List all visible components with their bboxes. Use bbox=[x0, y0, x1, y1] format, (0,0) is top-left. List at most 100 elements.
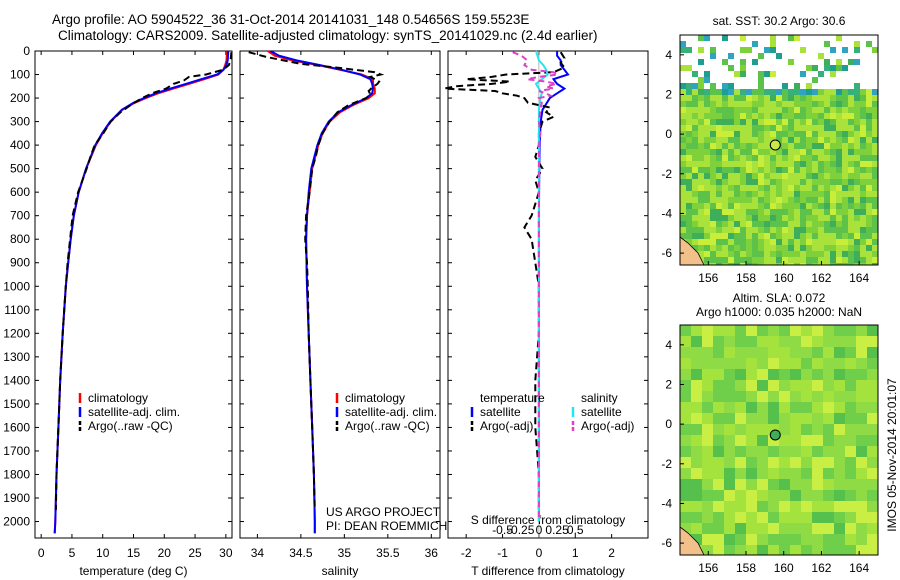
map-cell bbox=[724, 501, 735, 512]
map-cell bbox=[836, 257, 842, 263]
map-cell bbox=[722, 95, 728, 101]
map-cell bbox=[836, 119, 842, 125]
map-cell bbox=[872, 167, 878, 173]
map-cell bbox=[812, 457, 823, 468]
map-cell bbox=[704, 227, 710, 233]
map-cell bbox=[790, 435, 801, 446]
map-cell bbox=[710, 227, 716, 233]
map-cell bbox=[728, 185, 734, 191]
map-cell bbox=[872, 173, 878, 179]
map-cell bbox=[842, 131, 848, 137]
map-cell bbox=[830, 233, 836, 239]
map-cell bbox=[812, 402, 823, 413]
map-x-tick-label: 156 bbox=[698, 561, 718, 575]
map-cell bbox=[860, 245, 866, 251]
map-cell bbox=[866, 113, 872, 119]
map-cell bbox=[764, 179, 770, 185]
map-cell bbox=[722, 251, 728, 257]
map-cell bbox=[752, 125, 758, 131]
map-cell bbox=[746, 245, 752, 251]
map-cell bbox=[734, 101, 740, 107]
map-cell bbox=[779, 457, 790, 468]
map-cell bbox=[746, 155, 752, 161]
map-cell bbox=[848, 257, 854, 263]
depth-panel-3: -2 -1 0 1 2T difference from climatology-0.5… bbox=[444, 50, 649, 578]
map-cell bbox=[806, 251, 812, 257]
map-cell bbox=[770, 119, 776, 125]
map-cell bbox=[872, 197, 878, 203]
map-cell bbox=[856, 325, 867, 336]
map-cell bbox=[758, 179, 764, 185]
map-cell bbox=[716, 179, 722, 185]
map-cell bbox=[728, 203, 734, 209]
map-cell bbox=[770, 215, 776, 221]
map-cell bbox=[728, 113, 734, 119]
map-cell bbox=[740, 47, 746, 53]
map-cell bbox=[752, 149, 758, 155]
map-cell bbox=[800, 95, 806, 101]
map-cell bbox=[757, 534, 768, 545]
map-cell bbox=[734, 89, 740, 95]
map-cell bbox=[823, 325, 834, 336]
map-cell bbox=[848, 221, 854, 227]
map-cell bbox=[691, 501, 702, 512]
map-cell bbox=[702, 457, 713, 468]
map-cell bbox=[800, 143, 806, 149]
map-cell bbox=[866, 95, 872, 101]
map-cell bbox=[746, 89, 752, 95]
map-cell bbox=[834, 325, 845, 336]
map-cell bbox=[734, 263, 740, 265]
map-cell bbox=[686, 233, 692, 239]
map-cell bbox=[812, 155, 818, 161]
x-top-tick-label: -0.25 bbox=[507, 523, 535, 537]
map-cell bbox=[818, 143, 824, 149]
map-cell bbox=[854, 185, 860, 191]
map-cell bbox=[866, 149, 872, 155]
map-cell bbox=[812, 167, 818, 173]
map-cell bbox=[788, 221, 794, 227]
map-cell bbox=[834, 512, 845, 523]
map-cell bbox=[860, 119, 866, 125]
map-cell bbox=[806, 149, 812, 155]
map-x-tick-label: 162 bbox=[811, 561, 831, 575]
map-cell bbox=[830, 227, 836, 233]
map-cell bbox=[724, 523, 735, 534]
map-cell bbox=[698, 131, 704, 137]
map-cell bbox=[728, 179, 734, 185]
map-cell bbox=[860, 203, 866, 209]
map-cell bbox=[698, 191, 704, 197]
map-cell bbox=[848, 215, 854, 221]
map-cell bbox=[735, 369, 746, 380]
map-cell bbox=[848, 143, 854, 149]
map-cell bbox=[734, 95, 740, 101]
map-cell bbox=[776, 221, 782, 227]
map-cell bbox=[860, 95, 866, 101]
map-cell bbox=[836, 209, 842, 215]
map-cell bbox=[740, 257, 746, 263]
map-cell bbox=[848, 263, 854, 265]
map-cell bbox=[848, 245, 854, 251]
map-cell bbox=[710, 53, 716, 59]
map-cell bbox=[740, 71, 746, 77]
map-cell bbox=[866, 101, 872, 107]
map-cell bbox=[680, 137, 686, 143]
map-cell bbox=[812, 435, 823, 446]
map-cell bbox=[757, 512, 768, 523]
map-cell bbox=[686, 107, 692, 113]
map-cell bbox=[794, 125, 800, 131]
map-cell bbox=[848, 113, 854, 119]
map-cell bbox=[830, 125, 836, 131]
y-tick-label: 800 bbox=[10, 232, 30, 246]
map-cell bbox=[845, 358, 856, 369]
map-cell bbox=[776, 215, 782, 221]
map-cell bbox=[768, 435, 779, 446]
map-cell bbox=[716, 89, 722, 95]
map-cell bbox=[867, 336, 878, 347]
map-cell bbox=[691, 457, 702, 468]
map-cell bbox=[790, 501, 801, 512]
map-cell bbox=[768, 424, 779, 435]
map-cell bbox=[735, 336, 746, 347]
map-cell bbox=[704, 71, 710, 77]
map-cell bbox=[680, 380, 691, 391]
map-cell bbox=[779, 358, 790, 369]
